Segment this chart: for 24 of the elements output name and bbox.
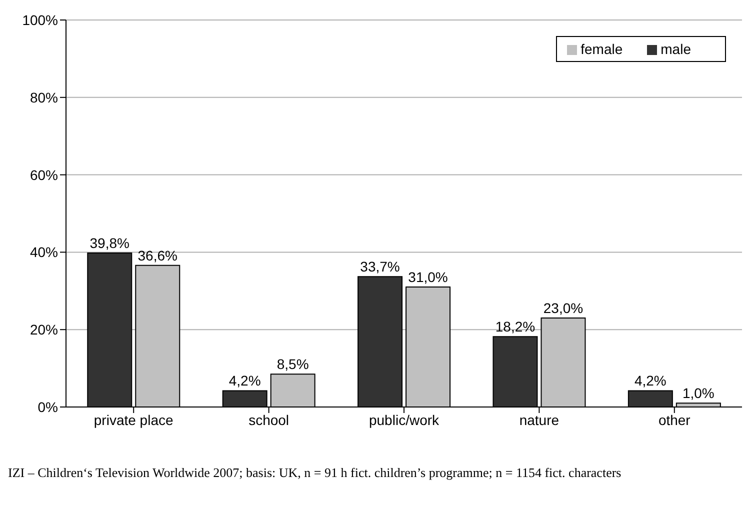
y-tick-label: 60%: [30, 166, 58, 183]
y-tick-label: 100%: [22, 12, 58, 28]
x-tick-label: public/work: [368, 412, 440, 428]
legend-label: male: [660, 41, 691, 57]
data-label: 18,2%: [495, 318, 536, 335]
data-label: 4,2%: [634, 372, 666, 389]
data-label: 4,2%: [228, 372, 261, 389]
data-label: 36,6%: [138, 247, 178, 264]
data-label: 31,0%: [408, 269, 448, 286]
y-tick-label: 40%: [30, 244, 58, 260]
data-label: 8,5%: [276, 356, 309, 372]
data-label: 1,0%: [682, 385, 714, 402]
x-tick-label: other: [658, 412, 691, 428]
legend-label: female: [580, 41, 623, 57]
data-label: 23,0%: [543, 300, 584, 316]
data-label: 39,8%: [90, 234, 130, 251]
x-tick-label: private place: [94, 412, 174, 428]
text: IZI – Children‘s Television Worldwide 2007; basis: UK, n = 91 h fict. children’s programme; n = 1154 fict. characters: [8, 465, 622, 481]
y-tick-label: 0%: [38, 398, 58, 415]
data-label: 33,7%: [360, 258, 400, 275]
x-tick-label: school: [248, 412, 290, 428]
x-tick-label: nature: [519, 412, 560, 428]
y-tick-label: 20%: [30, 322, 58, 338]
y-tick-label: 80%: [30, 89, 58, 106]
